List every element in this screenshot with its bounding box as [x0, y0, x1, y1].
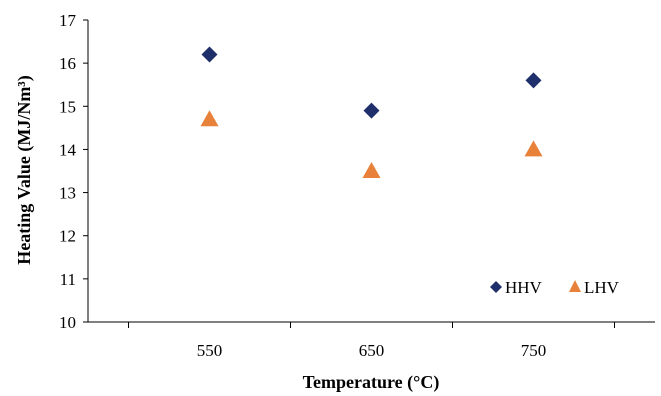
legend-item-lhv: LHV — [569, 278, 620, 297]
y-tick-label: 16 — [59, 54, 76, 73]
y-tick-label: 10 — [59, 313, 76, 332]
y-tick-label: 15 — [59, 97, 76, 116]
legend-marker-hhv — [490, 281, 502, 293]
point-lhv — [524, 140, 543, 157]
axes — [83, 19, 655, 328]
x-tick-label: 550 — [197, 341, 223, 360]
x-tick-labels: 550 650 750 — [197, 341, 547, 360]
legend-item-hhv: HHV — [490, 278, 543, 297]
point-lhv — [200, 110, 219, 127]
y-tick-labels: 10 11 12 13 14 15 16 17 — [59, 11, 77, 332]
point-lhv — [362, 162, 381, 178]
legend-marker-lhv — [569, 280, 581, 292]
y-tick-label: 11 — [60, 270, 76, 289]
y-tick-label: 12 — [59, 227, 76, 246]
legend-label-lhv: LHV — [584, 278, 620, 297]
x-tick-label: 650 — [359, 341, 385, 360]
legend: HHV LHV — [490, 278, 620, 297]
y-tick-label: 14 — [59, 140, 77, 159]
x-axis-title: Temperature (°C) — [303, 372, 440, 393]
y-axis-title: Heating Value (MJ/Nm³) — [14, 75, 35, 264]
data-marks — [200, 46, 543, 178]
y-tick-label: 17 — [59, 11, 77, 30]
point-hhv — [201, 46, 218, 63]
x-tick-label: 750 — [521, 341, 547, 360]
point-hhv — [363, 102, 380, 119]
legend-label-hhv: HHV — [505, 278, 543, 297]
point-hhv — [525, 72, 542, 89]
y-tick-label: 13 — [59, 184, 76, 203]
